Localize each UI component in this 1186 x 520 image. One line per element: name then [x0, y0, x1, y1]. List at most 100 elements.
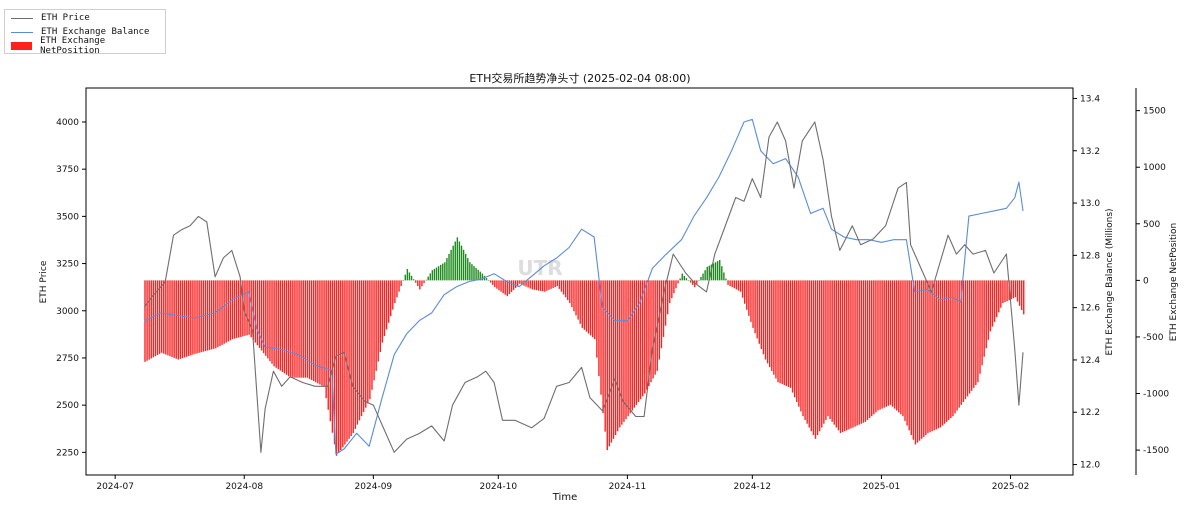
netposition-bar — [981, 280, 983, 366]
netposition-bar — [467, 258, 469, 281]
netposition-bar — [779, 280, 781, 384]
netposition-bar — [837, 280, 840, 431]
netposition-bar — [177, 280, 180, 360]
legend-item-netposition: ETH Exchange NetPosition — [11, 36, 165, 56]
netposition-bar — [244, 280, 246, 336]
netposition-bar — [689, 280, 692, 283]
netposition-bar — [948, 280, 950, 420]
netposition-bar — [512, 280, 515, 290]
netposition-bar — [194, 280, 196, 354]
netposition-bar — [300, 280, 302, 378]
netposition-bar — [356, 280, 359, 425]
netposition-bar — [423, 280, 425, 284]
netposition-bar — [279, 280, 282, 371]
netposition-bar — [841, 280, 844, 433]
netposition-bar — [258, 280, 261, 348]
netposition-bar — [856, 280, 858, 426]
netposition-bar — [923, 280, 925, 437]
netposition-bar — [508, 280, 511, 295]
netposition-bar — [569, 280, 571, 303]
netposition-bar — [729, 280, 731, 287]
netposition-bar — [171, 280, 173, 358]
netposition-bar — [733, 280, 735, 289]
netposition-bar — [398, 280, 400, 292]
netposition-bar — [219, 280, 221, 346]
netposition-bar — [739, 280, 742, 292]
netposition-tick-label: 0 — [1143, 276, 1149, 286]
netposition-bar — [929, 280, 931, 433]
netposition-bar — [760, 280, 763, 350]
netposition-bar — [335, 280, 338, 456]
netposition-bar — [552, 280, 554, 288]
netposition-bar — [556, 280, 558, 287]
netposition-bar — [442, 263, 444, 281]
x-tick-label: 2025-01 — [863, 482, 901, 492]
netposition-bar — [831, 280, 833, 422]
netposition-bar — [744, 280, 746, 304]
netposition-bar — [604, 280, 606, 432]
netposition-bar — [719, 260, 721, 281]
netposition-bar — [843, 280, 846, 432]
price-tick-label: 3000 — [56, 307, 79, 317]
netposition-bar — [1023, 280, 1025, 315]
netposition-bar — [956, 280, 958, 411]
netposition-bar — [866, 280, 869, 420]
netposition-bar — [519, 280, 521, 284]
balance-tick-label: 12.0 — [1080, 461, 1100, 471]
netposition-bar — [708, 265, 710, 281]
netposition-bar — [181, 280, 184, 359]
netposition-bar — [958, 280, 960, 408]
netposition-bar — [583, 280, 586, 330]
netposition-bar — [891, 280, 894, 407]
netposition-bar — [358, 280, 361, 421]
netposition-bar — [783, 280, 785, 386]
netposition-bar — [619, 280, 621, 428]
netposition-bar — [304, 280, 307, 378]
netposition-bar — [637, 280, 640, 403]
netposition-bar — [560, 280, 563, 292]
legend-label-netposition: ETH Exchange NetPosition — [40, 36, 106, 56]
netposition-bar — [354, 280, 357, 429]
netposition-bar — [623, 280, 625, 422]
netposition-bar — [960, 280, 962, 405]
netposition-bar — [594, 280, 596, 340]
legend-swatch-price — [11, 17, 33, 19]
netposition-bar — [273, 280, 275, 367]
netposition-bar — [1002, 280, 1004, 303]
legend-swatch-netposition — [11, 42, 33, 50]
x-tick-label: 2024-12 — [734, 482, 772, 492]
netposition-bar — [848, 280, 850, 430]
netposition-bar — [818, 280, 821, 432]
netposition-bar — [446, 258, 448, 281]
netposition-bar — [473, 266, 475, 281]
netposition-bar — [1020, 280, 1023, 311]
netposition-bar — [260, 280, 263, 351]
x-tick-label: 2024-09 — [355, 482, 393, 492]
netposition-bar — [452, 245, 454, 281]
netposition-bar — [340, 280, 342, 451]
x-axis-label: Time — [552, 492, 577, 503]
netposition-bar — [793, 280, 796, 398]
netposition-bars — [144, 237, 1025, 456]
netposition-bar — [871, 280, 873, 417]
netposition-bar — [427, 276, 429, 281]
netposition-bar — [502, 280, 504, 294]
netposition-bar — [918, 280, 921, 441]
netposition-bar — [250, 280, 252, 338]
netposition-bar — [496, 280, 498, 289]
netposition-bar — [746, 280, 748, 310]
netposition-tick-label: -500 — [1143, 333, 1164, 343]
netposition-bar — [275, 280, 277, 368]
netposition-bar — [758, 280, 760, 344]
netposition-bar — [471, 264, 473, 281]
netposition-bar — [802, 280, 804, 417]
legend: ETH Price ETH Exchange Balance ETH Excha… — [4, 9, 166, 56]
netposition-bar — [240, 280, 242, 337]
price-tick-label: 2500 — [56, 401, 79, 411]
legend-label-balance: ETH Exchange Balance — [41, 27, 150, 37]
netposition-bar — [477, 269, 479, 281]
netposition-bar — [475, 267, 477, 281]
netposition-bar — [858, 280, 860, 425]
y-axis-label-balance: ETH Exchange Balance (Millions) — [1105, 208, 1115, 355]
netposition-bar — [810, 280, 813, 432]
